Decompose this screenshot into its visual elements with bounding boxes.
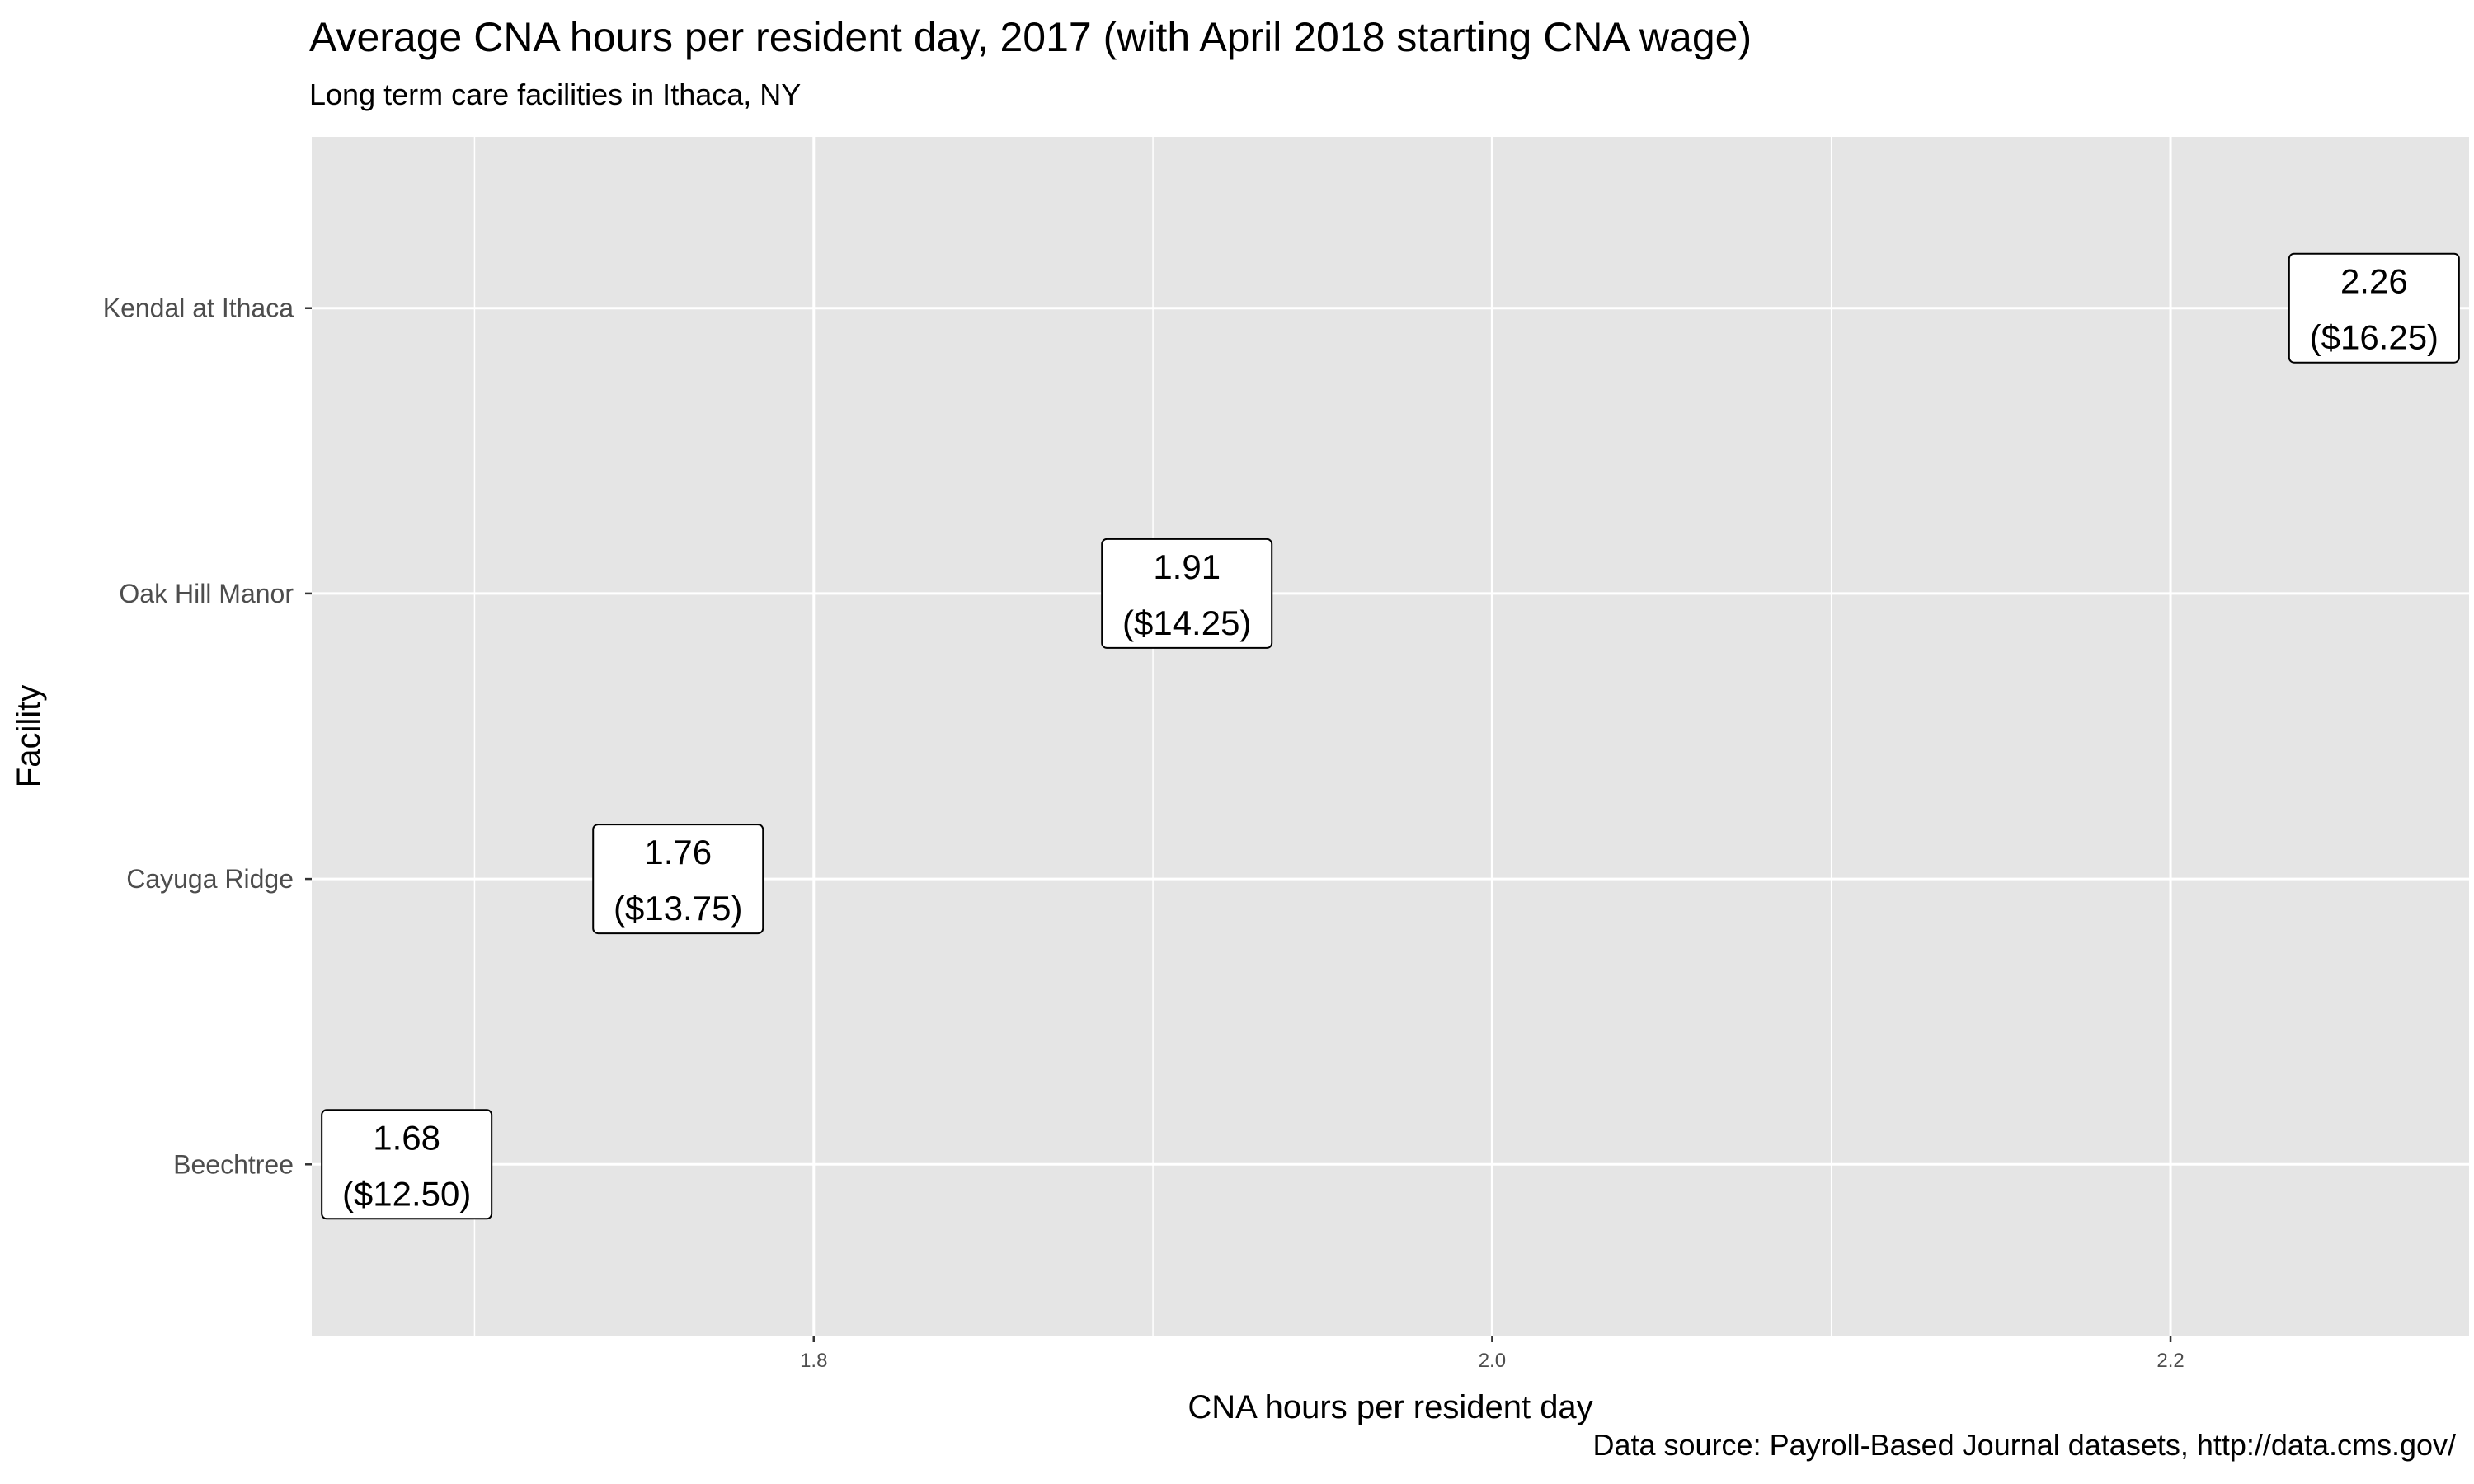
data-label-wage: ($16.25) xyxy=(2310,318,2439,357)
y-axis: Beechtree Cayuga Ridge Oak Hill Manor Kenda… xyxy=(103,294,312,1179)
x-axis: 1.8 2.0 2.2 xyxy=(800,1336,2185,1372)
x-axis-title: CNA hours per resident day xyxy=(1188,1389,1592,1425)
y-axis-title: Facility xyxy=(11,685,47,787)
data-label-value: 1.68 xyxy=(373,1118,440,1157)
data-label-oak-hill-manor: 1.91 ($14.25) xyxy=(1101,538,1273,649)
x-tick-label: 1.8 xyxy=(800,1350,827,1372)
data-label-box xyxy=(1101,538,1273,649)
y-tick-label-oak-hill-manor: Oak Hill Manor xyxy=(119,579,294,608)
x-tick-label: 2.0 xyxy=(1479,1350,1506,1372)
y-tick-label-cayuga-ridge: Cayuga Ridge xyxy=(126,864,294,894)
y-tick-label-kendal-at-ithaca: Kendal at Ithaca xyxy=(103,294,294,323)
data-label-value: 1.91 xyxy=(1153,547,1221,586)
data-label-value: 2.26 xyxy=(2340,262,2408,301)
chart-caption: Data source: Payroll-Based Journal datas… xyxy=(1592,1428,2456,1462)
chart-title: Average CNA hours per resident day, 2017… xyxy=(309,14,1752,60)
data-label-box xyxy=(321,1109,493,1220)
x-tick-label: 2.2 xyxy=(2157,1350,2184,1372)
data-label-beechtree: 1.68 ($12.50) xyxy=(321,1109,493,1220)
data-label-box xyxy=(592,824,764,935)
data-labels: 1.68 ($12.50) 1.76 ($13.75) 1.91 ($14.25) 2.26… xyxy=(321,252,2460,1220)
data-label-box xyxy=(2288,252,2460,364)
data-label-kendal-at-ithaca: 2.26 ($16.25) xyxy=(2288,252,2460,364)
data-label-wage: ($13.75) xyxy=(614,889,742,928)
plot-panel xyxy=(312,137,2469,1336)
data-label-cayuga-ridge: 1.76 ($13.75) xyxy=(592,824,764,935)
chart-subtitle: Long term care facilities in Ithaca, NY xyxy=(309,77,802,111)
data-label-wage: ($14.25) xyxy=(1122,603,1251,642)
data-label-wage: ($12.50) xyxy=(342,1174,471,1213)
y-tick-label-beechtree: Beechtree xyxy=(173,1149,294,1179)
data-label-value: 1.76 xyxy=(644,833,712,871)
